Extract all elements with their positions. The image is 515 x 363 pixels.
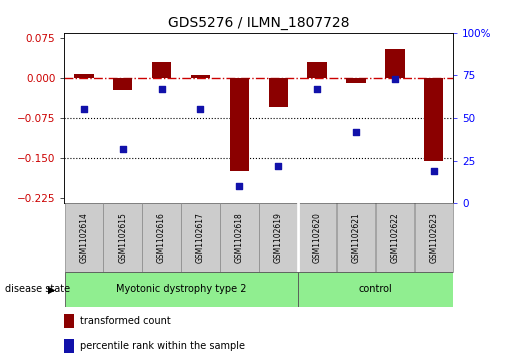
Title: GDS5276 / ILMN_1807728: GDS5276 / ILMN_1807728 [168,16,350,30]
Bar [181,203,220,272]
Text: GSM1102619: GSM1102619 [274,212,283,263]
Point [158,86,166,92]
Bar [64,203,103,272]
Text: GSM1102618: GSM1102618 [235,212,244,263]
Point [430,168,438,174]
Bar [64,339,74,353]
Bar [298,272,453,307]
Text: ▶: ▶ [48,285,55,294]
Text: disease state: disease state [5,285,70,294]
Point [352,129,360,135]
Bar [191,75,210,78]
Bar [298,203,336,272]
Text: control: control [358,285,392,294]
Bar [337,203,375,272]
Text: percentile rank within the sample: percentile rank within the sample [80,341,245,351]
Bar [230,78,249,171]
Text: GSM1102616: GSM1102616 [157,212,166,263]
Bar [74,74,94,78]
Bar [385,49,405,78]
Bar [424,78,443,160]
Point [391,76,399,82]
Point [80,107,88,113]
Bar [259,203,298,272]
Bar [104,203,142,272]
Text: GSM1102620: GSM1102620 [313,212,321,263]
Text: transformed count: transformed count [80,316,170,326]
Text: Myotonic dystrophy type 2: Myotonic dystrophy type 2 [116,285,246,294]
Text: GSM1102622: GSM1102622 [390,212,399,263]
Text: GSM1102615: GSM1102615 [118,212,127,263]
Bar [415,203,453,272]
Text: GSM1102623: GSM1102623 [430,212,438,263]
Text: GSM1102617: GSM1102617 [196,212,205,263]
Bar [152,62,171,78]
Point [196,107,204,113]
Bar [142,203,181,272]
Point [235,183,244,189]
Bar [375,203,414,272]
Bar [346,78,366,83]
Text: GSM1102621: GSM1102621 [352,212,360,263]
Point [274,163,282,169]
Text: GSM1102614: GSM1102614 [79,212,88,263]
Bar [113,78,132,90]
Bar [220,203,259,272]
Bar [268,78,288,107]
Bar [64,272,298,307]
Bar [64,314,74,328]
Point [118,146,127,152]
Bar [307,62,327,78]
Point [313,86,321,92]
